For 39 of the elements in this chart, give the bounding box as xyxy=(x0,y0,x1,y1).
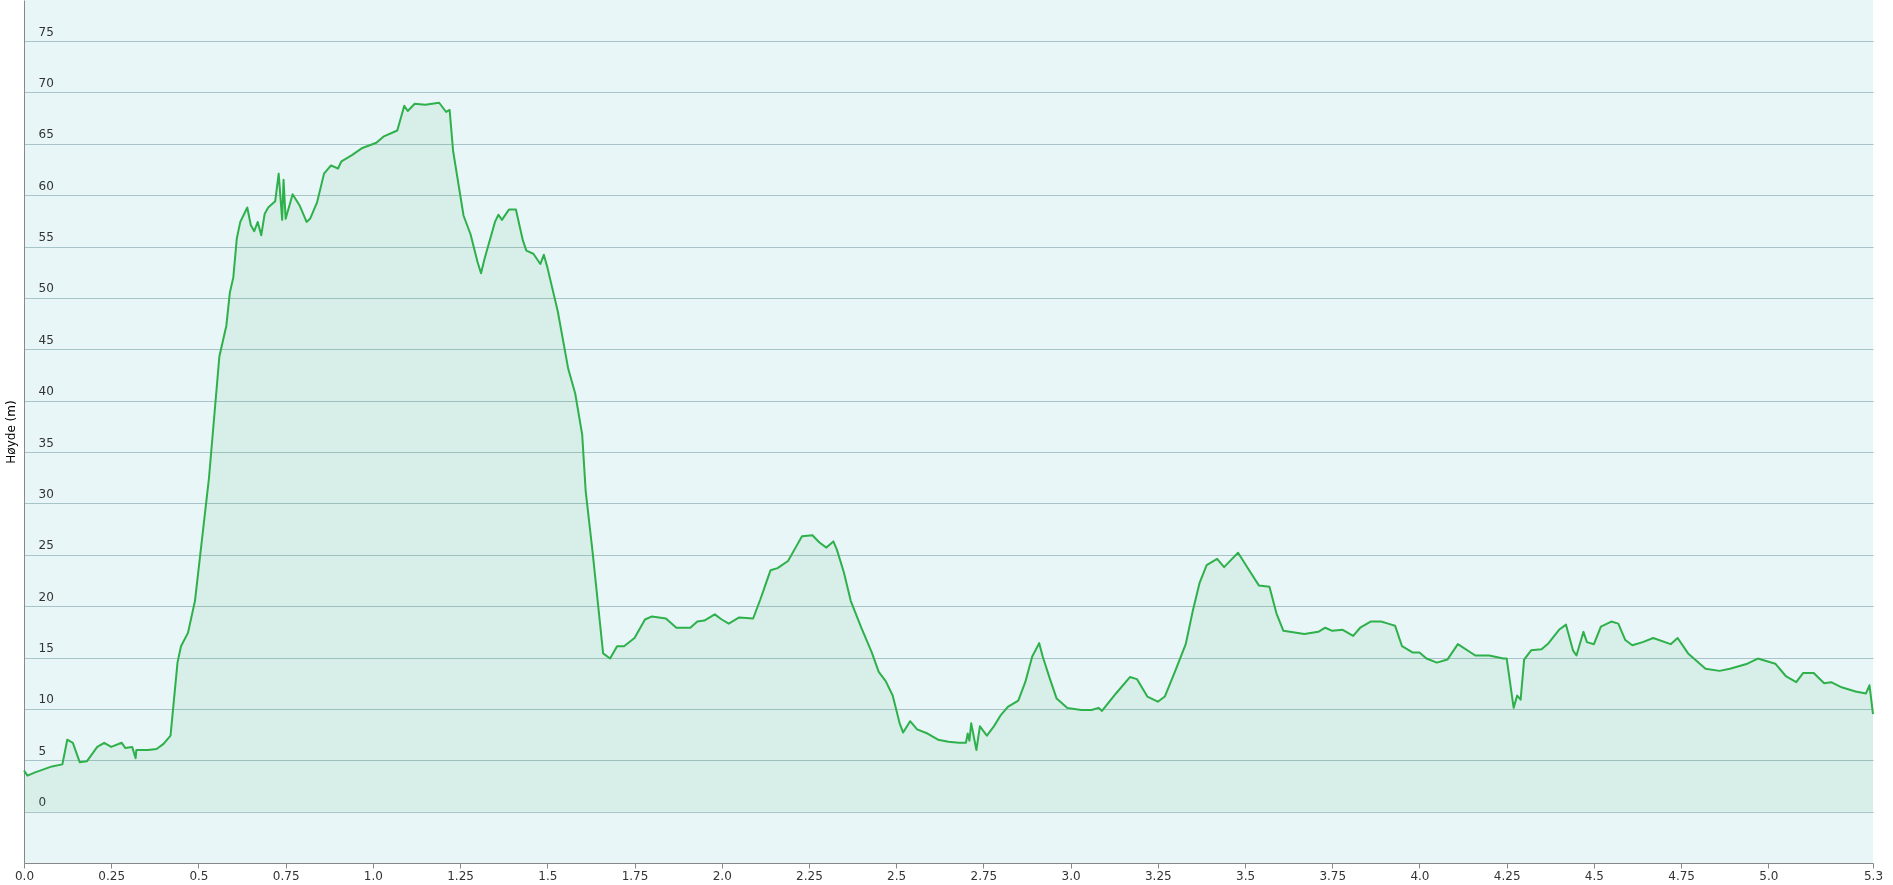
y-tick-label: 15 xyxy=(38,641,54,656)
x-tick-label: 4.0 xyxy=(1410,868,1430,883)
y-tick-label: 40 xyxy=(38,384,54,399)
x-tick-label: 0.5 xyxy=(189,868,209,883)
y-tick-label: 50 xyxy=(38,281,54,296)
y-tick-label: 0 xyxy=(38,795,47,810)
y-tick-label: 10 xyxy=(38,692,54,707)
y-tick-label: 5 xyxy=(38,743,47,758)
x-tick-label: 2.0 xyxy=(712,868,732,883)
y-tick-label: 60 xyxy=(38,178,54,193)
y-tick-label: 75 xyxy=(38,24,54,39)
x-tick-label: 1.5 xyxy=(538,868,558,883)
x-tick-label: 3.5 xyxy=(1235,868,1256,883)
x-tick-label: 4.5 xyxy=(1584,868,1604,883)
x-tick-label: 1.25 xyxy=(447,868,474,883)
x-tick-label: 5.0 xyxy=(1759,868,1779,883)
x-tick-label: 4.25 xyxy=(1493,868,1521,883)
x-tick-label: 2.5 xyxy=(887,868,907,883)
x-tick-label: 3.0 xyxy=(1061,868,1081,883)
y-axis-title: Høyde (m) xyxy=(4,400,18,464)
x-tick-label: 5.3 xyxy=(1863,868,1884,883)
y-tick-label: 65 xyxy=(38,127,54,142)
y-tick-label: 55 xyxy=(38,230,54,245)
x-tick-label: 0.0 xyxy=(14,868,35,883)
x-tick-label: 2.25 xyxy=(796,868,823,883)
y-tick-label: 20 xyxy=(38,589,54,604)
x-tick-label: 1.75 xyxy=(621,868,649,883)
x-tick-label: 2.75 xyxy=(970,868,998,883)
y-tick-label: 35 xyxy=(38,435,54,450)
x-tick-label: 0.25 xyxy=(98,868,126,883)
x-tick-label: 1.0 xyxy=(363,868,383,883)
y-tick-label: 25 xyxy=(38,538,54,553)
x-tick-label: 3.25 xyxy=(1144,868,1172,883)
y-tick-label: 30 xyxy=(38,486,54,501)
y-tick-label: 45 xyxy=(38,332,54,347)
x-tick-label: 0.75 xyxy=(272,868,300,883)
y-tick-label: 70 xyxy=(38,75,54,90)
x-tick-label: 3.75 xyxy=(1319,868,1347,883)
x-tick-label: 4.75 xyxy=(1668,868,1695,883)
